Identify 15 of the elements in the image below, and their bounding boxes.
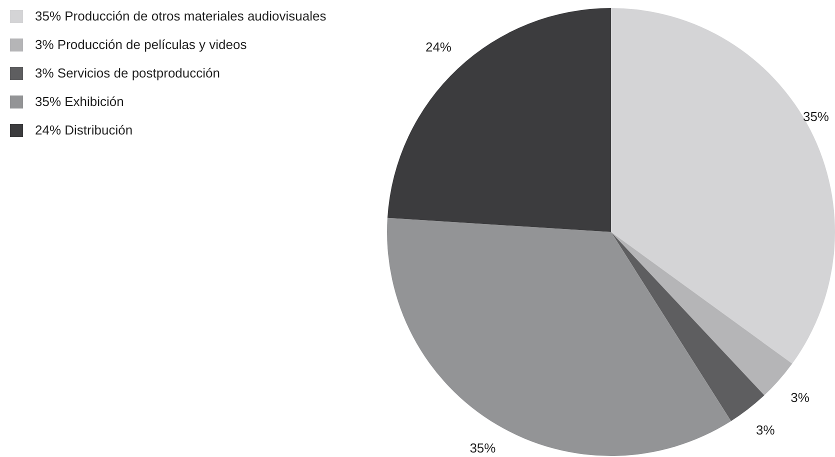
pie-slice xyxy=(387,8,611,232)
data-label: 35% xyxy=(470,440,496,456)
data-label: 3% xyxy=(790,390,810,406)
pie-slice xyxy=(387,218,732,456)
legend-label: 3% Producción de películas y videos xyxy=(35,36,248,52)
pie-slice xyxy=(611,232,792,396)
legend-label: 35% Producción de otros materiales audiovisuales xyxy=(35,8,327,24)
pie-slice xyxy=(611,8,835,364)
legend-label: 24% Distribución xyxy=(35,122,133,138)
data-label: 24% xyxy=(425,40,452,55)
pie-slice xyxy=(611,232,764,422)
legend-label: 3% Servicios de postproducción xyxy=(35,65,220,80)
data-label: 35% xyxy=(802,109,830,124)
legend-label: 35% Exhibición xyxy=(35,94,124,109)
data-label: 3% xyxy=(756,422,776,438)
